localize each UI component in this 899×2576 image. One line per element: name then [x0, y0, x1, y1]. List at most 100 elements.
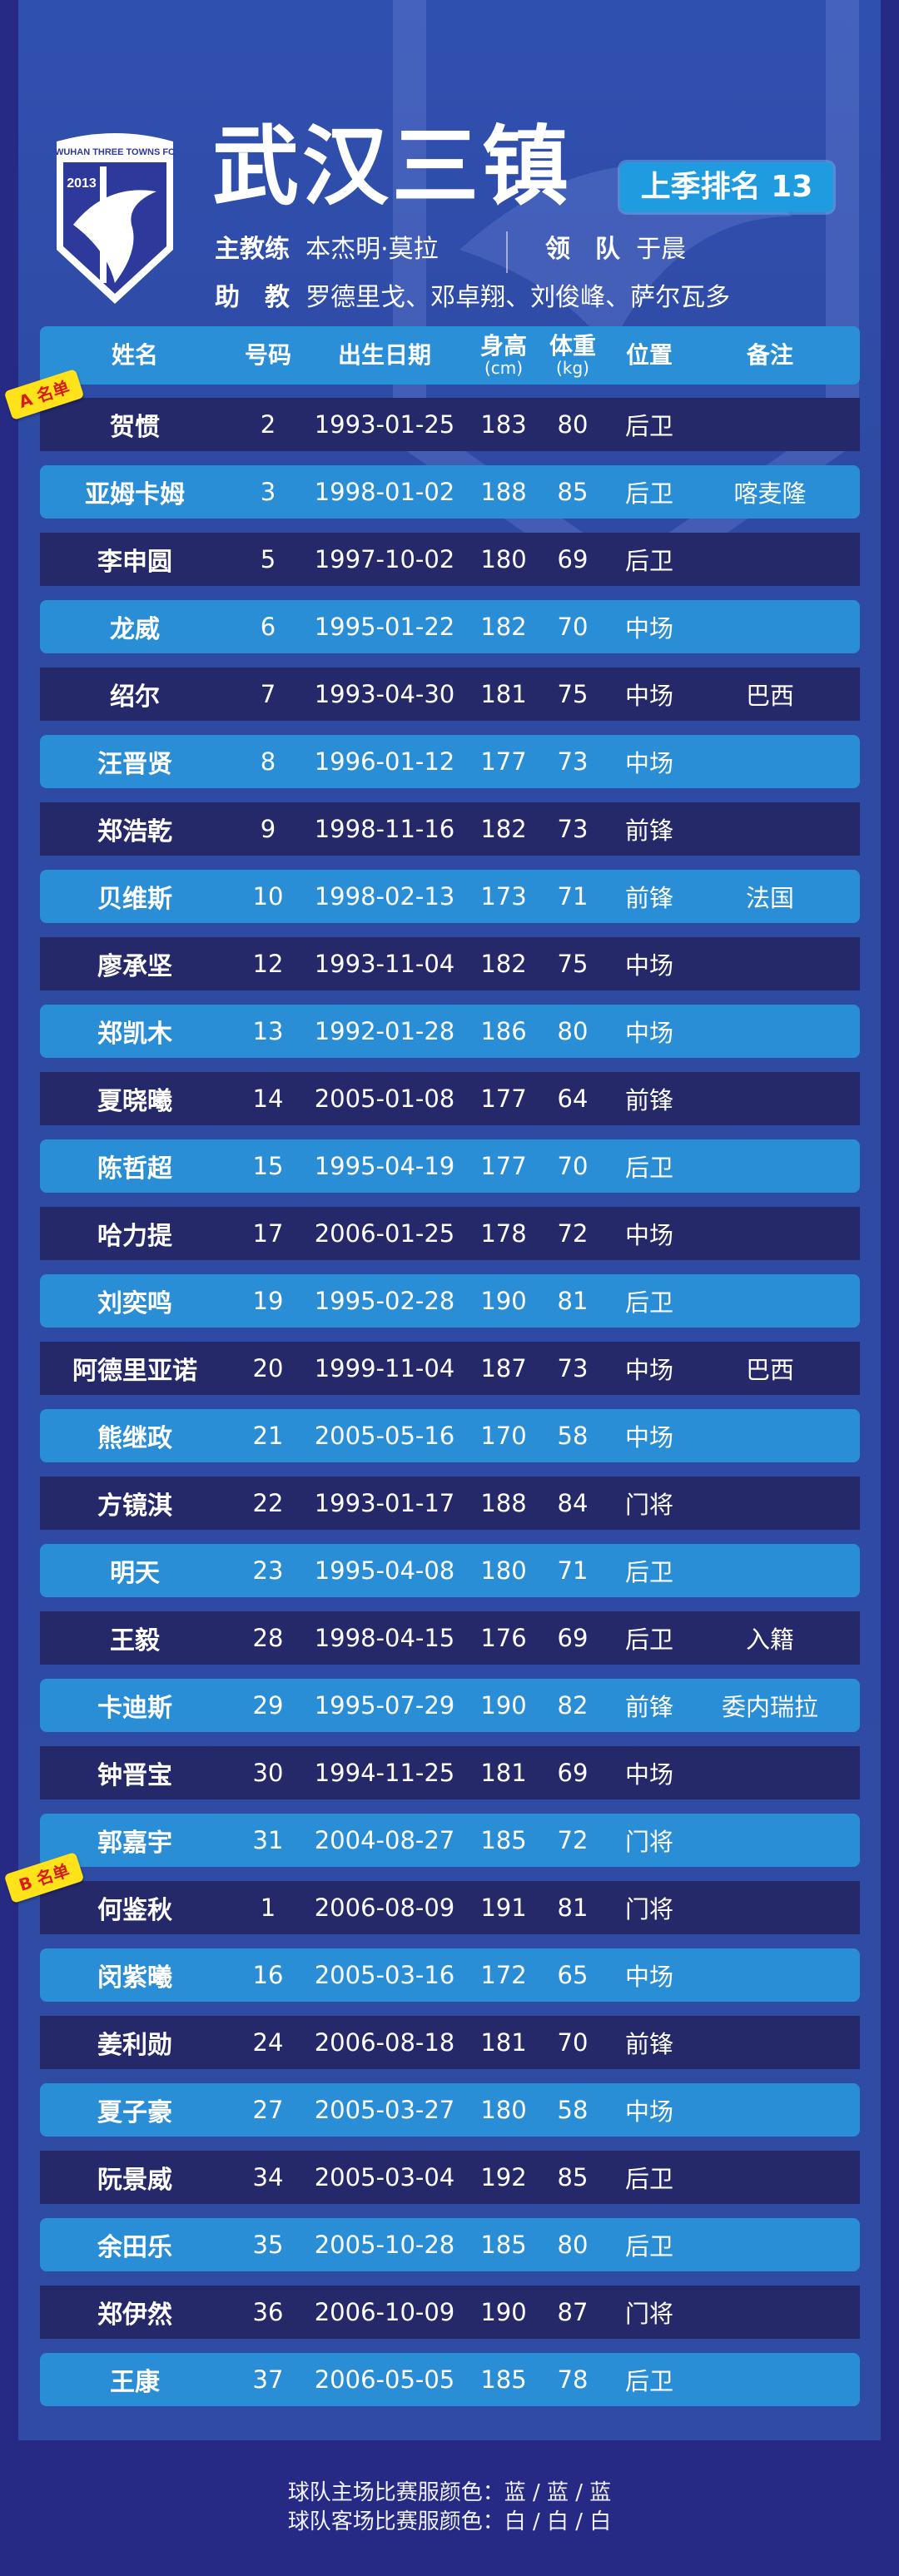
cell-weight: 73: [557, 747, 589, 776]
home-kit-colors: 球队主场比赛服颜色：蓝 / 蓝 / 蓝: [287, 2480, 612, 2505]
column-title: 体重: [549, 332, 597, 360]
cell-birth-date: 1998-04-15: [314, 1624, 455, 1652]
cell-weight: 69: [557, 1759, 589, 1787]
cell-name: 汪晋贤: [97, 750, 172, 779]
table-row: 夏晓曦 14 2005-01-08 177 64 前锋: [40, 1072, 860, 1125]
cell-name: 郑伊然: [97, 2301, 172, 2330]
column-title: 姓名: [111, 341, 159, 369]
table-row: 龙威 6 1995-01-22 182 70 中场: [40, 600, 860, 653]
cell-name: 王毅: [110, 1626, 160, 1655]
cell-position: 门将: [624, 1491, 674, 1519]
cell-note: 入籍: [745, 1626, 795, 1654]
cell-name: 贝维斯: [97, 885, 172, 914]
cell-height: 190: [480, 2298, 527, 2326]
table-row: 闵紫曦 16 2005-03-16 172 65 中场: [40, 1948, 860, 2002]
table-row: 陈哲超 15 1995-04-19 177 70 后卫: [40, 1139, 860, 1193]
cell-height: 177: [480, 747, 527, 776]
head-coach-label: 主教练: [215, 235, 290, 264]
cell-number: 28: [252, 1624, 284, 1652]
cell-number: 35: [252, 2231, 284, 2259]
table-row: 亚姆卡姆 3 1998-01-02 188 85 后卫 喀麦隆: [40, 465, 860, 519]
cell-name: 熊继政: [97, 1424, 172, 1453]
cell-weight: 80: [557, 2231, 589, 2259]
column-unit: (kg): [556, 358, 589, 378]
table-row: 余田乐 35 2005-10-28 185 80 后卫: [40, 2218, 860, 2271]
cell-birth-date: 1998-11-16: [314, 815, 455, 843]
cell-weight: 72: [557, 1219, 589, 1248]
cell-position: 前锋: [624, 1693, 674, 1721]
cell-name: 李申圆: [97, 548, 172, 577]
cell-weight: 81: [557, 1287, 589, 1315]
cell-position: 中场: [624, 1019, 674, 1047]
cell-birth-date: 1995-07-29: [314, 1691, 455, 1720]
table-row: 郭嘉宇 31 2004-08-27 185 72 门将: [40, 1814, 860, 1867]
cell-number: 37: [252, 2365, 284, 2394]
table-row: 阿德里亚诺 20 1999-11-04 187 73 中场 巴西: [40, 1342, 860, 1395]
cell-name: 闵紫曦: [97, 1963, 172, 1993]
table-header: 姓名 号码 出生日期 身高 (cm) 体重 (kg) 位置 备注: [40, 326, 860, 385]
cell-weight: 70: [557, 1152, 589, 1180]
cell-number: 36: [252, 2298, 284, 2326]
cell-weight: 73: [557, 815, 589, 843]
cell-weight: 69: [557, 545, 589, 573]
cell-birth-date: 1993-04-30: [314, 680, 455, 708]
cell-height: 185: [480, 2231, 527, 2259]
cell-name: 贺惯: [110, 413, 160, 442]
cell-birth-date: 2004-08-27: [314, 1826, 455, 1854]
cell-position: 后卫: [624, 2367, 674, 2395]
cell-birth-date: 1993-01-17: [314, 1489, 455, 1517]
team-title: 武汉三镇: [212, 116, 573, 217]
cell-weight: 72: [557, 1826, 589, 1854]
cell-position: 前锋: [624, 884, 674, 912]
cell-birth-date: 1995-04-19: [314, 1152, 455, 1180]
cell-weight: 80: [557, 410, 589, 439]
cell-weight: 71: [557, 882, 589, 911]
cell-birth-date: 1998-02-13: [314, 882, 455, 911]
cell-name: 郑凯木: [97, 1020, 172, 1049]
cell-name: 余田乐: [97, 2233, 172, 2262]
column-header-position: 位置: [626, 326, 673, 385]
cell-weight: 73: [557, 1354, 589, 1382]
cell-height: 177: [480, 1152, 527, 1180]
cell-number: 24: [252, 2028, 284, 2057]
cell-position: 后卫: [624, 1288, 674, 1317]
svg-text:WUHAN THREE TOWNS FC: WUHAN THREE TOWNS FC: [55, 147, 175, 157]
cell-weight: 81: [557, 1894, 589, 1922]
cell-number: 2: [260, 410, 276, 439]
leader-name: 于晨: [636, 235, 687, 264]
table-row: 卡迪斯 29 1995-07-29 190 82 前锋 委内瑞拉: [40, 1679, 860, 1732]
cell-number: 6: [260, 613, 276, 641]
cell-birth-date: 1997-10-02: [314, 545, 455, 573]
cell-weight: 84: [557, 1489, 589, 1517]
cell-height: 181: [480, 1759, 527, 1787]
table-row: 何鉴秋 1 2006-08-09 191 81 门将: [40, 1881, 860, 1934]
cell-name: 郑浩乾: [97, 817, 172, 846]
cell-number: 10: [252, 882, 284, 911]
cell-number: 14: [252, 1085, 284, 1113]
table-row: 刘奕鸣 19 1995-02-28 190 81 后卫: [40, 1274, 860, 1328]
cell-height: 190: [480, 1287, 527, 1315]
cell-height: 188: [480, 1489, 527, 1517]
cell-birth-date: 2006-05-05: [314, 2365, 455, 2394]
cell-height: 187: [480, 1354, 527, 1382]
cell-number: 5: [260, 545, 276, 573]
table-row: 夏子豪 27 2005-03-27 180 58 中场: [40, 2083, 860, 2137]
cell-position: 中场: [624, 951, 674, 980]
cell-height: 186: [480, 1017, 527, 1045]
column-title: 身高: [479, 332, 528, 360]
table-row: 钟晋宝 30 1994-11-25 181 69 中场: [40, 1746, 860, 1799]
cell-weight: 85: [557, 2163, 589, 2191]
column-header-birth-date: 出生日期: [338, 326, 431, 385]
head-coach-line: 主教练 本杰明·莫拉: [215, 233, 439, 266]
cell-height: 191: [480, 1894, 527, 1922]
cell-name: 陈哲超: [97, 1154, 172, 1184]
table-row: 郑浩乾 9 1998-11-16 182 73 前锋: [40, 802, 860, 856]
cell-weight: 69: [557, 1624, 589, 1652]
table-row: 绍尔 7 1993-04-30 181 75 中场 巴西: [40, 668, 860, 721]
cell-note: 喀麦隆: [733, 479, 807, 508]
table-row: 贝维斯 10 1998-02-13 173 71 前锋 法国: [40, 870, 860, 923]
cell-birth-date: 1995-01-22: [314, 613, 455, 641]
cell-weight: 78: [557, 2365, 589, 2394]
cell-height: 183: [480, 410, 527, 439]
table-row: 熊继政 21 2005-05-16 170 58 中场: [40, 1409, 860, 1462]
